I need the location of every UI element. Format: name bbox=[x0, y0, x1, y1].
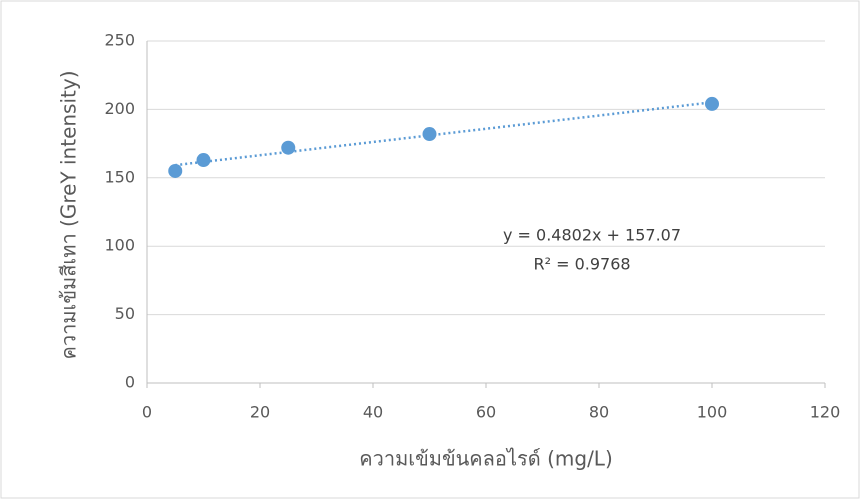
x-tick-label: 100 bbox=[697, 403, 728, 422]
annotation: y = 0.4802x + 157.07 bbox=[503, 226, 681, 245]
x-tick-label: 80 bbox=[589, 403, 609, 422]
point bbox=[422, 127, 437, 142]
x-tick-label: 60 bbox=[476, 403, 496, 422]
y-tick-label: 50 bbox=[115, 304, 135, 323]
y-tick-label: 150 bbox=[104, 167, 135, 186]
x-axis-title: ความเข้มข้นคลอไรด์ (mg/L) bbox=[359, 447, 613, 471]
y-axis-title: ความเข้มสีเทา (GreY intensity) bbox=[57, 70, 81, 359]
x-tick-label: 0 bbox=[142, 403, 152, 422]
point bbox=[281, 140, 296, 155]
trendline bbox=[175, 101, 713, 167]
x-tick-label: 120 bbox=[810, 403, 841, 422]
y-tick-label: 100 bbox=[104, 236, 135, 255]
point bbox=[196, 153, 211, 168]
y-tick-label: 200 bbox=[104, 99, 135, 118]
x-tick-label: 40 bbox=[363, 403, 383, 422]
annotation: R² = 0.9768 bbox=[533, 255, 630, 274]
x-tick-label: 20 bbox=[250, 403, 270, 422]
point bbox=[168, 163, 183, 178]
y-tick-label: 0 bbox=[125, 373, 135, 392]
point bbox=[705, 96, 719, 111]
y-tick-label: 250 bbox=[104, 31, 135, 50]
